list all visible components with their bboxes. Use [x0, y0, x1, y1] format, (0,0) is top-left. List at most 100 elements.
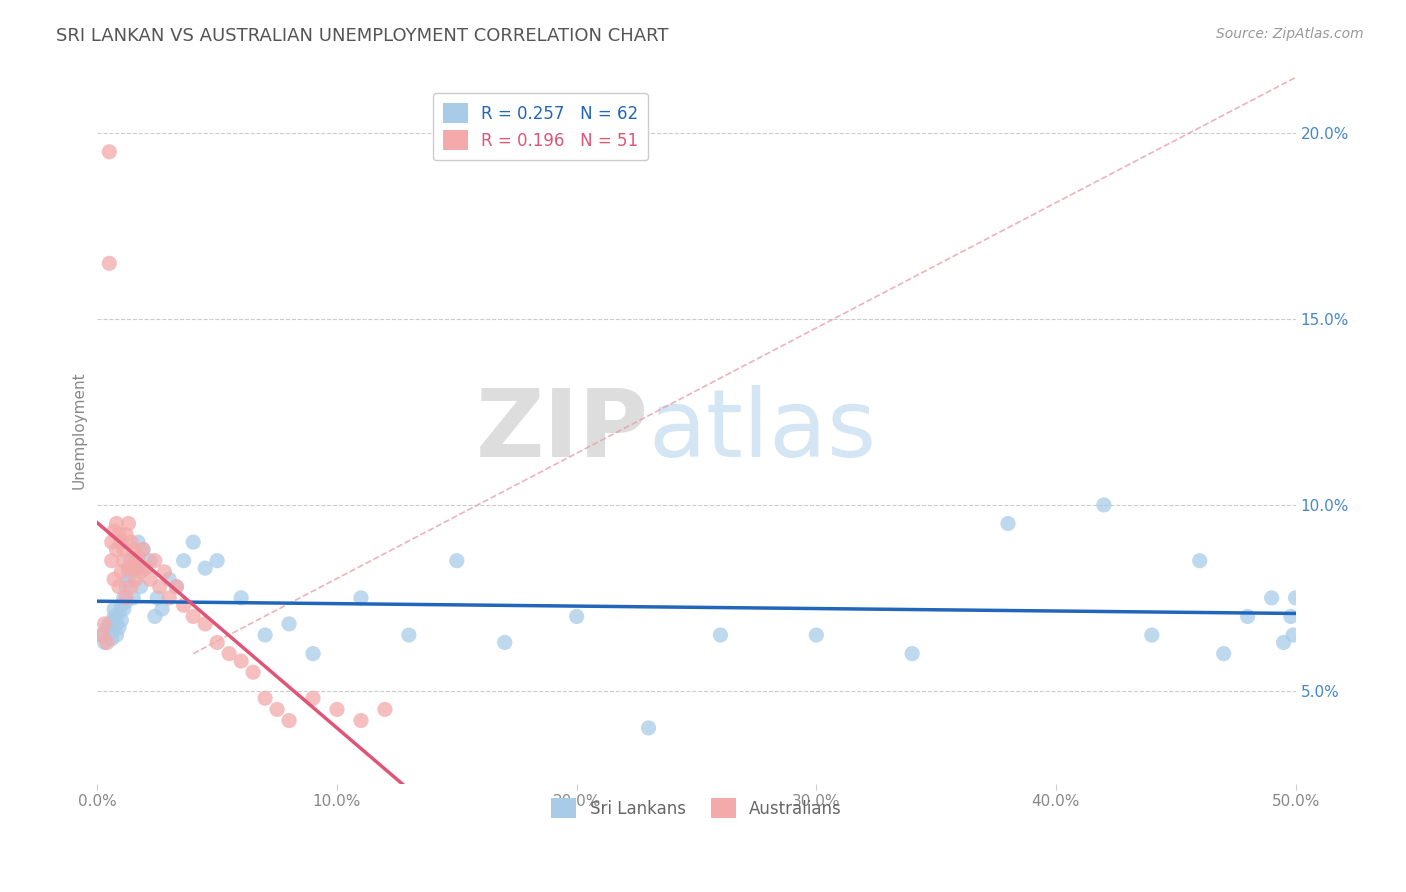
Point — [1260, 591, 1282, 605]
Point — [115, 594, 138, 608]
Point — [1212, 647, 1234, 661]
Point — [806, 628, 828, 642]
Point — [165, 580, 187, 594]
Point — [93, 635, 115, 649]
Point — [125, 561, 148, 575]
Point — [91, 628, 114, 642]
Point — [112, 554, 135, 568]
Point — [108, 606, 131, 620]
Point — [108, 527, 131, 541]
Point — [1236, 609, 1258, 624]
Point — [103, 613, 125, 627]
Point — [150, 602, 173, 616]
Point — [153, 565, 176, 579]
Point — [205, 554, 228, 568]
Point — [242, 665, 264, 680]
Y-axis label: Unemployment: Unemployment — [72, 372, 86, 490]
Point — [110, 599, 132, 613]
Point — [494, 635, 516, 649]
Point — [91, 628, 114, 642]
Point — [127, 549, 149, 564]
Point — [110, 565, 132, 579]
Point — [231, 591, 253, 605]
Point — [103, 572, 125, 586]
Point — [103, 602, 125, 616]
Point — [105, 628, 128, 642]
Point — [125, 554, 148, 568]
Point — [157, 572, 180, 586]
Point — [149, 580, 172, 594]
Point — [302, 691, 325, 706]
Point — [302, 647, 325, 661]
Point — [100, 624, 122, 639]
Point — [205, 635, 228, 649]
Point — [254, 628, 277, 642]
Point — [122, 561, 145, 575]
Point — [181, 609, 204, 624]
Point — [93, 616, 115, 631]
Point — [997, 516, 1019, 531]
Point — [637, 721, 659, 735]
Point — [278, 616, 301, 631]
Point — [100, 535, 122, 549]
Point — [117, 516, 139, 531]
Text: SRI LANKAN VS AUSTRALIAN UNEMPLOYMENT CORRELATION CHART: SRI LANKAN VS AUSTRALIAN UNEMPLOYMENT CO… — [56, 27, 669, 45]
Point — [565, 609, 588, 624]
Point — [134, 561, 156, 575]
Point — [901, 647, 924, 661]
Point — [120, 554, 142, 568]
Point — [122, 591, 145, 605]
Point — [139, 554, 162, 568]
Point — [115, 591, 138, 605]
Text: ZIP: ZIP — [475, 384, 648, 476]
Point — [98, 616, 121, 631]
Point — [115, 580, 138, 594]
Point — [1140, 628, 1163, 642]
Point — [122, 542, 145, 557]
Point — [143, 554, 166, 568]
Point — [157, 591, 180, 605]
Point — [134, 561, 156, 575]
Point — [1092, 498, 1115, 512]
Point — [1272, 635, 1295, 649]
Point — [100, 632, 122, 646]
Point — [350, 591, 373, 605]
Point — [112, 542, 135, 557]
Point — [194, 561, 217, 575]
Point — [173, 599, 195, 613]
Point — [1279, 609, 1302, 624]
Point — [120, 535, 142, 549]
Point — [132, 542, 155, 557]
Point — [96, 635, 118, 649]
Point — [129, 565, 152, 579]
Point — [96, 621, 118, 635]
Text: atlas: atlas — [648, 384, 877, 476]
Point — [112, 591, 135, 605]
Point — [350, 714, 373, 728]
Point — [108, 580, 131, 594]
Point — [117, 565, 139, 579]
Point — [117, 572, 139, 586]
Point — [146, 591, 169, 605]
Point — [165, 580, 187, 594]
Point — [110, 613, 132, 627]
Point — [105, 542, 128, 557]
Point — [100, 554, 122, 568]
Point — [709, 628, 731, 642]
Point — [266, 702, 288, 716]
Point — [120, 580, 142, 594]
Point — [181, 535, 204, 549]
Point — [446, 554, 468, 568]
Point — [278, 714, 301, 728]
Point — [127, 535, 149, 549]
Point — [115, 527, 138, 541]
Point — [125, 572, 148, 586]
Legend: Sri Lankans, Australians: Sri Lankans, Australians — [544, 791, 848, 825]
Point — [103, 609, 125, 624]
Point — [98, 145, 121, 159]
Point — [1188, 554, 1211, 568]
Point — [105, 616, 128, 631]
Point — [132, 542, 155, 557]
Point — [143, 609, 166, 624]
Point — [103, 524, 125, 538]
